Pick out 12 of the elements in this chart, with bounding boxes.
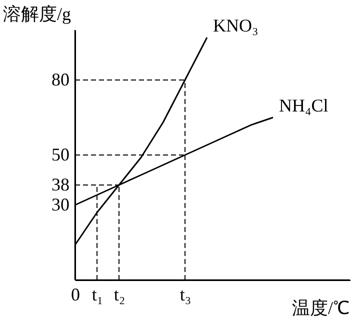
- x-tick-label: t₂: [114, 284, 126, 304]
- x-tick-label: 0: [71, 284, 80, 304]
- y-axis-title: 溶解度/g: [3, 4, 72, 24]
- y-tick-label: 80: [52, 70, 70, 90]
- x-tick-label: t₃: [180, 284, 192, 304]
- x-tick-label: t₁: [92, 284, 104, 304]
- y-tick-label: 50: [52, 144, 70, 164]
- series-label: NH₄Cl: [279, 96, 328, 116]
- x-axis-title: 温度/℃: [292, 298, 350, 318]
- series-label: KNO₃: [213, 16, 258, 36]
- y-tick-label: 30: [52, 194, 70, 214]
- y-tick-label: 38: [52, 174, 70, 194]
